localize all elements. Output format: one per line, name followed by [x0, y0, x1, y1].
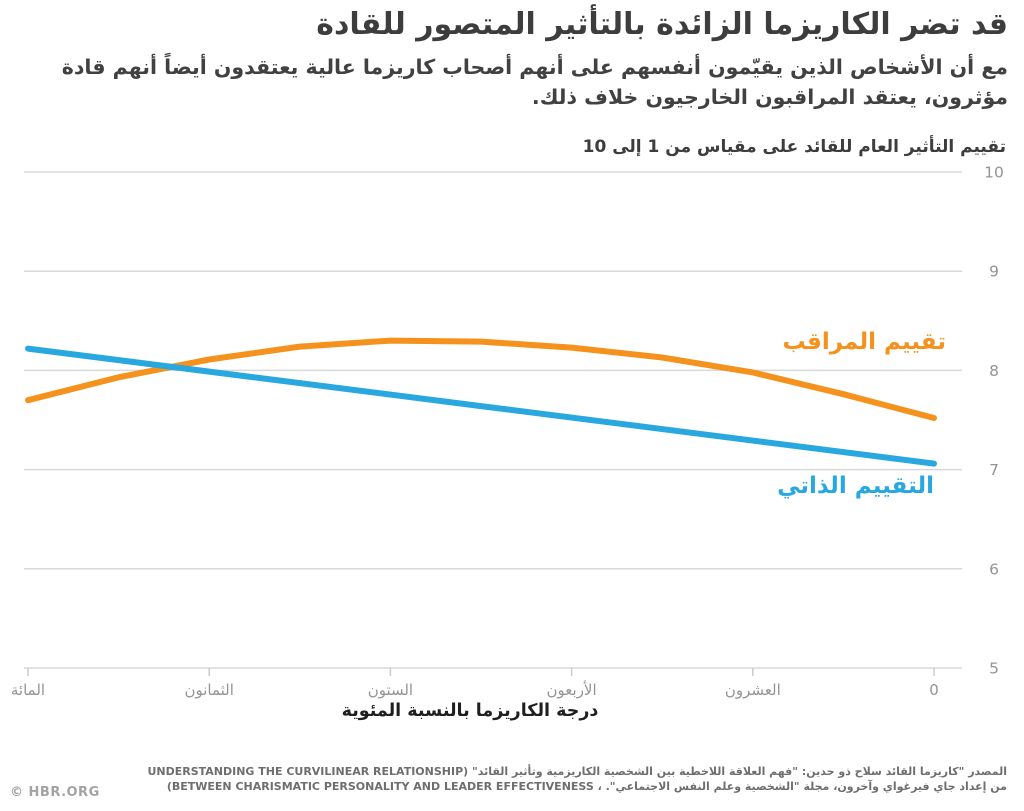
- source-line-1-arabic: المصدر "كاريزما القائد سلاح ذو حدين: "فه…: [472, 765, 1007, 778]
- page-subtitle-line-1: مع أن الأشخاص الذين يقيّمون أنفسهم على أ…: [61, 55, 1008, 79]
- y-tick-label: 5: [989, 660, 999, 678]
- copyright-label: © HBR.ORG: [10, 785, 100, 800]
- x-tick-label: العشرون: [725, 681, 781, 699]
- x-tick-label: المائة: [11, 681, 45, 699]
- page-subtitle-line-2: مؤثرون، يعتقد المراقبون الخارجيون خلاف ذ…: [531, 85, 1008, 109]
- page-title: قد تضر الكاريزما الزائدة بالتأثير المتصو…: [316, 7, 1008, 42]
- x-tick-label: 0: [929, 681, 939, 699]
- x-tick-label: الستون: [368, 681, 413, 699]
- source-line-2-arabic: من إعداد جاي فيرغواي وآخرون، مجلة "الشخص…: [605, 780, 1007, 793]
- y-tick-label: 8: [989, 362, 999, 380]
- source-line-2: (BETWEEN CHARISMATIC PERSONALITY AND LEA…: [120, 779, 1010, 794]
- x-axis-title: درجة الكاريزما بالنسبة المئوية: [341, 701, 599, 721]
- source-line-2-latin: (BETWEEN CHARISMATIC PERSONALITY AND LEA…: [166, 780, 602, 793]
- y-tick-label: 7: [989, 461, 999, 479]
- y-tick-label: 9: [989, 263, 999, 281]
- y-tick-label: 10: [984, 165, 1004, 182]
- chart-plot: 10 9 8 7 6 5 المائة الثمانون الستون الأربعون العشر…: [11, 165, 1004, 699]
- source-line-1-latin: UNDERSTANDING THE CURVILINEAR RELATIONSH…: [147, 765, 469, 778]
- page-subtitle: مع أن الأشخاص الذين يقيّمون أنفسهم على أ…: [0, 52, 1008, 112]
- legend-self-rating: التقييم الذاتي: [777, 473, 934, 499]
- x-tick-label: الأربعون: [547, 680, 597, 699]
- self-rating-line: [25, 345, 937, 467]
- legend-observer-rating: تقييم المراقب: [782, 329, 946, 355]
- source-note: UNDERSTANDING THE CURVILINEAR RELATIONSH…: [120, 764, 1010, 794]
- y-tick-label: 6: [989, 560, 999, 578]
- x-tick-label: الثمانون: [184, 681, 233, 699]
- y-axis-title: تقييم التأثير العام للقائد على مقياس من …: [582, 137, 1006, 157]
- source-line-1: UNDERSTANDING THE CURVILINEAR RELATIONSH…: [120, 764, 1010, 779]
